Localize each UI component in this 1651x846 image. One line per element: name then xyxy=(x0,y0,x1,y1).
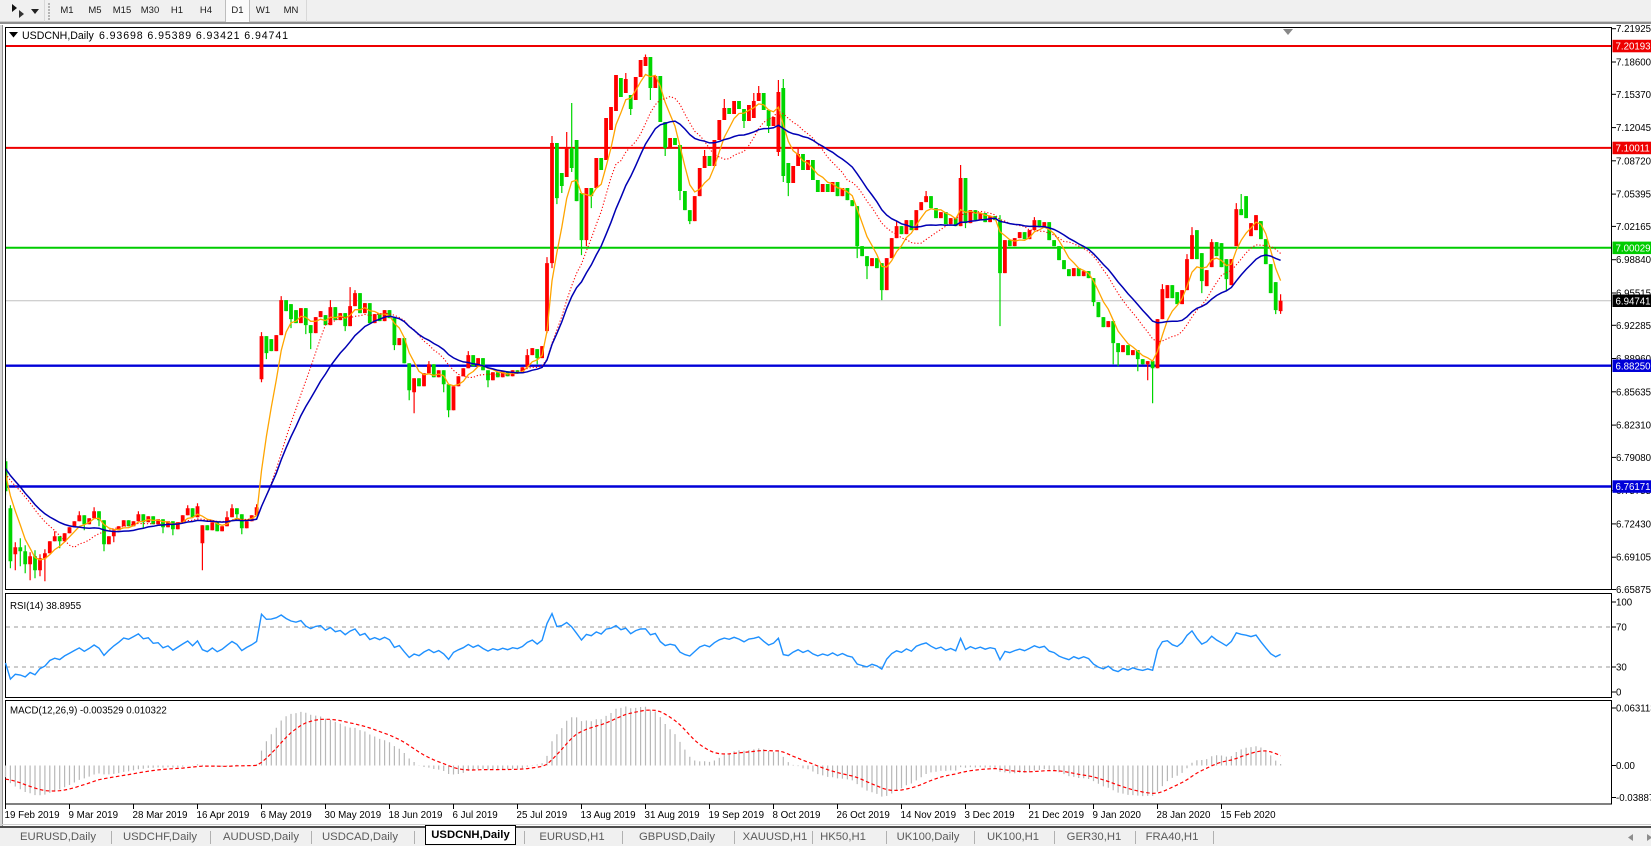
svg-text:7.20193: 7.20193 xyxy=(1616,42,1651,53)
svg-text:RSI(14) 38.8955: RSI(14) 38.8955 xyxy=(10,601,81,612)
svg-text:30: 30 xyxy=(1616,663,1627,674)
svg-text:7.10011: 7.10011 xyxy=(1616,144,1650,155)
svg-text:6.94741: 6.94741 xyxy=(1616,296,1651,307)
svg-text:9 Jan 2020: 9 Jan 2020 xyxy=(1093,810,1142,821)
svg-text:18 Jun 2019: 18 Jun 2019 xyxy=(389,810,443,821)
svg-text:6.65875: 6.65875 xyxy=(1616,585,1651,596)
svg-text:6.76171: 6.76171 xyxy=(1616,482,1651,493)
svg-text:16 Apr 2019: 16 Apr 2019 xyxy=(197,810,250,821)
svg-text:7.18600: 7.18600 xyxy=(1616,58,1651,69)
svg-text:19 Feb 2019: 19 Feb 2019 xyxy=(5,810,60,821)
svg-text:28 Jan 2020: 28 Jan 2020 xyxy=(1157,810,1211,821)
svg-text:6.79080: 6.79080 xyxy=(1616,453,1651,464)
svg-text:8 Oct 2019: 8 Oct 2019 xyxy=(773,810,821,821)
svg-text:15 Feb 2020: 15 Feb 2020 xyxy=(1221,810,1277,821)
svg-text:14 Nov 2019: 14 Nov 2019 xyxy=(901,810,957,821)
svg-text:0.00: 0.00 xyxy=(1616,761,1635,772)
svg-text:6.85635: 6.85635 xyxy=(1616,387,1651,398)
svg-text:6.95515: 6.95515 xyxy=(1616,289,1651,300)
svg-text:6.72430: 6.72430 xyxy=(1616,519,1651,530)
svg-text:7.15370: 7.15370 xyxy=(1616,90,1651,101)
svg-text:25 Jul 2019: 25 Jul 2019 xyxy=(517,810,568,821)
svg-text:21 Dec 2019: 21 Dec 2019 xyxy=(1029,810,1085,821)
svg-text:70: 70 xyxy=(1616,623,1627,634)
svg-text:100: 100 xyxy=(1616,598,1633,609)
svg-text:26 Oct 2019: 26 Oct 2019 xyxy=(837,810,890,821)
svg-text:6.82310: 6.82310 xyxy=(1616,421,1651,432)
svg-text:31 Aug 2019: 31 Aug 2019 xyxy=(645,810,700,821)
svg-text:7.08720: 7.08720 xyxy=(1616,156,1651,167)
svg-text:7.12045: 7.12045 xyxy=(1616,123,1651,134)
svg-text:7.02165: 7.02165 xyxy=(1616,222,1651,233)
svg-text:-0.03887: -0.03887 xyxy=(1616,793,1651,804)
svg-text:13 Aug 2019: 13 Aug 2019 xyxy=(581,810,636,821)
svg-text:MACD(12,26,9) -0.003529 0.0103: MACD(12,26,9) -0.003529 0.010322 xyxy=(10,706,167,717)
svg-text:0: 0 xyxy=(1616,688,1622,699)
svg-text:7.00029: 7.00029 xyxy=(1616,243,1651,254)
svg-text:7.21925: 7.21925 xyxy=(1616,24,1651,35)
svg-text:0.063113: 0.063113 xyxy=(1616,704,1651,715)
svg-text:7.05395: 7.05395 xyxy=(1616,190,1651,201)
svg-text:6.92285: 6.92285 xyxy=(1616,321,1651,332)
svg-text:28 Mar 2019: 28 Mar 2019 xyxy=(133,810,188,821)
svg-text:6.88250: 6.88250 xyxy=(1616,361,1651,372)
svg-text:3 Dec 2019: 3 Dec 2019 xyxy=(965,810,1015,821)
svg-text:9 Mar 2019: 9 Mar 2019 xyxy=(69,810,119,821)
svg-text:6.98840: 6.98840 xyxy=(1616,255,1651,266)
svg-text:6 Jul 2019: 6 Jul 2019 xyxy=(453,810,498,821)
svg-text:6.69105: 6.69105 xyxy=(1616,553,1651,564)
svg-text:6 May 2019: 6 May 2019 xyxy=(261,810,312,821)
svg-text:19 Sep 2019: 19 Sep 2019 xyxy=(709,810,765,821)
svg-text:30 May 2019: 30 May 2019 xyxy=(325,810,382,821)
